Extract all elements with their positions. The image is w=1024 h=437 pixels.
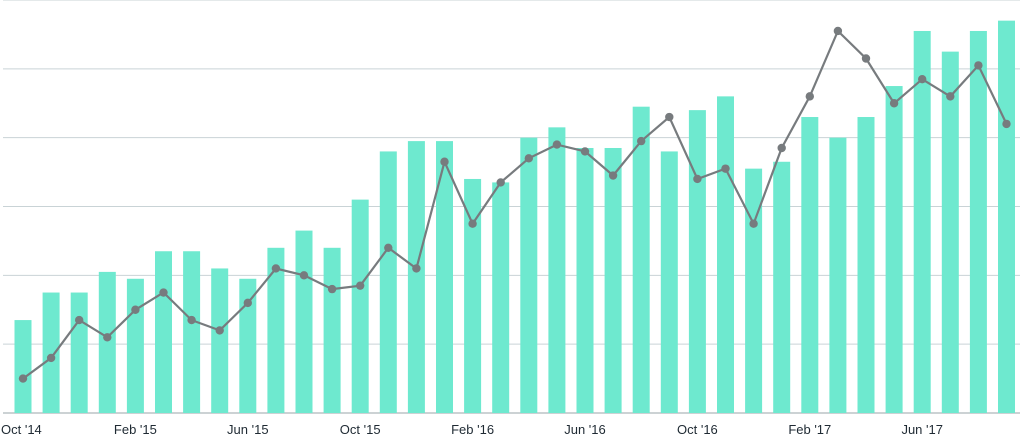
bar	[98, 271, 116, 413]
line-point	[580, 147, 590, 156]
bar	[913, 30, 931, 413]
bar	[323, 247, 341, 413]
bar	[998, 20, 1015, 414]
line-point	[946, 92, 955, 101]
bar	[829, 137, 847, 413]
bar	[604, 147, 622, 413]
line-point	[46, 353, 56, 363]
line-point	[215, 326, 224, 335]
line-point	[131, 305, 140, 314]
x-tick-label: Jun '17	[901, 422, 943, 437]
x-tick-label: Oct '14	[1, 422, 42, 437]
bar	[70, 292, 88, 413]
bar	[632, 106, 650, 414]
line-point	[721, 164, 730, 173]
bar	[155, 251, 172, 413]
line-point	[468, 219, 477, 228]
bar	[407, 141, 425, 413]
line-point	[159, 288, 168, 297]
bar	[969, 30, 987, 413]
line-point	[665, 112, 674, 122]
x-tick-label: Oct '15	[340, 422, 381, 437]
line-point	[637, 136, 646, 146]
x-tick-label: Feb '17	[788, 422, 831, 437]
x-axis-ticks: Oct '14 Feb '15 Jun '15 Oct '15 Feb '16 Jun '…	[1, 422, 943, 437]
line-point	[608, 171, 618, 180]
bar	[717, 96, 734, 413]
line-point	[384, 243, 393, 252]
x-tick-label: Jun '15	[227, 422, 269, 437]
line-point	[103, 333, 112, 342]
bar	[464, 178, 482, 413]
line-point	[1002, 119, 1011, 129]
gridlines	[3, 0, 1020, 414]
bar	[42, 292, 60, 413]
bar	[351, 199, 369, 413]
line-point	[693, 174, 702, 184]
bar	[688, 110, 706, 413]
bar-series	[14, 20, 1015, 414]
bar	[520, 137, 538, 413]
line-point	[75, 315, 84, 325]
bar	[211, 268, 229, 413]
line-point	[327, 284, 337, 294]
line-point	[271, 264, 281, 273]
line-point	[918, 74, 927, 84]
bar	[183, 251, 201, 413]
bar	[295, 230, 313, 413]
line-point	[440, 157, 449, 166]
bar	[267, 247, 285, 413]
line-point	[974, 61, 983, 70]
bar	[14, 320, 32, 413]
bar	[492, 182, 510, 413]
x-tick-label: Feb '16	[451, 422, 494, 437]
line-point	[243, 298, 252, 308]
bar	[773, 161, 791, 413]
x-tick-label: Oct '16	[677, 422, 718, 437]
line-point	[496, 178, 505, 187]
line-point	[299, 271, 309, 280]
bar	[801, 117, 819, 414]
bar	[379, 151, 397, 413]
line-point	[889, 99, 899, 108]
bar	[436, 141, 453, 413]
line-point	[749, 219, 758, 228]
line-point	[833, 26, 843, 36]
bar	[660, 151, 678, 413]
x-tick-label: Feb '15	[114, 422, 157, 437]
line-point	[187, 315, 196, 325]
bar	[745, 168, 763, 413]
line-point	[412, 264, 421, 273]
line-point	[356, 281, 365, 290]
bar	[576, 147, 594, 413]
bar	[126, 278, 144, 413]
line-point	[18, 374, 28, 383]
x-tick-label: Jun '16	[564, 422, 606, 437]
bar	[548, 127, 566, 413]
bar	[885, 86, 903, 414]
bar	[239, 278, 257, 413]
line-path	[22, 29, 1008, 380]
line-point	[552, 140, 562, 149]
line-series	[18, 26, 1011, 383]
line-point	[861, 54, 871, 63]
line-point	[805, 92, 814, 101]
bar	[941, 51, 959, 413]
bar	[857, 117, 875, 414]
line-point	[777, 143, 786, 153]
line-point	[524, 154, 533, 163]
